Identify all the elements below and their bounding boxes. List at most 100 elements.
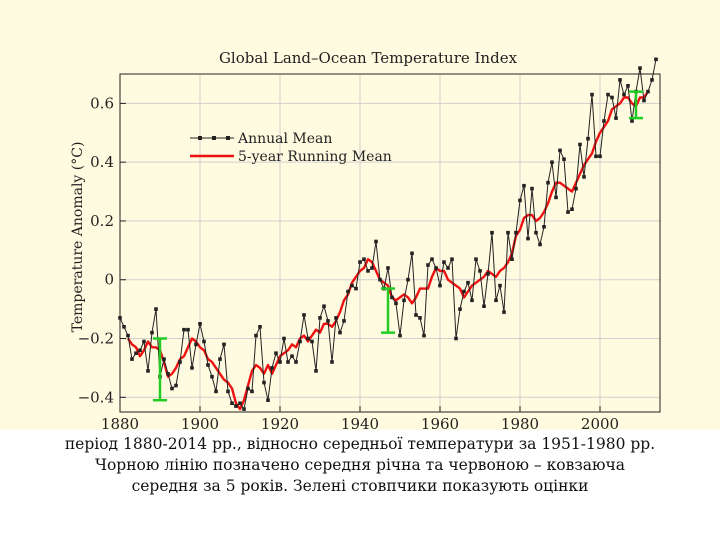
annual-mean-point (582, 175, 586, 179)
annual-mean-point (190, 366, 194, 370)
annual-mean-point (566, 210, 570, 214)
uncertainty-bar (629, 90, 643, 120)
annual-mean-point (494, 298, 498, 303)
annual-mean-point (218, 357, 222, 361)
annual-mean-point (610, 95, 614, 100)
annual-mean-point (278, 360, 282, 364)
annual-mean-point (230, 401, 234, 405)
annual-mean-point (498, 283, 502, 288)
annual-mean-point (518, 198, 522, 203)
annual-mean-point (638, 66, 642, 70)
annual-mean-point (622, 92, 626, 97)
annual-mean-point (442, 260, 446, 264)
annual-mean-point (330, 360, 334, 364)
annual-mean-point (550, 160, 554, 164)
annual-mean-point (562, 157, 566, 161)
annual-mean-point (410, 251, 414, 256)
annual-mean-point (166, 372, 170, 376)
annual-mean-point (614, 116, 618, 120)
annual-mean-point (470, 298, 474, 303)
annual-mean-point (154, 307, 158, 311)
annual-mean-point (222, 342, 226, 347)
annual-mean-point (338, 330, 342, 335)
annual-mean-point (570, 207, 574, 211)
x-tick-label: 1980 (501, 415, 539, 433)
annual-mean-point (174, 383, 178, 388)
annual-mean-point (162, 357, 166, 361)
legend-annual-marker-1 (198, 136, 202, 140)
annual-mean-point (618, 78, 622, 82)
annual-mean-point (366, 269, 370, 273)
annual-mean-point (282, 336, 286, 341)
annual-mean-point (258, 325, 262, 329)
annual-mean-point (654, 57, 658, 62)
annual-mean-point (394, 301, 398, 306)
annual-mean-point (502, 310, 506, 314)
annual-mean-point (178, 360, 182, 364)
annual-mean-point (302, 313, 306, 317)
annual-mean-point (146, 369, 150, 373)
uncertainty-bar (153, 337, 167, 402)
annual-mean-point (422, 333, 426, 338)
annual-mean-point (538, 242, 542, 247)
annual-mean-point (450, 257, 454, 261)
annual-mean-point (126, 333, 130, 338)
annual-mean-point (326, 319, 330, 323)
annual-mean-point (142, 339, 146, 344)
annual-mean-point (314, 369, 318, 373)
annual-mean-point (298, 339, 302, 344)
annual-mean-point (206, 363, 210, 367)
annual-mean-point (182, 327, 186, 332)
annual-mean-point (210, 374, 214, 379)
annual-mean-point (386, 266, 390, 270)
figure-caption: період 1880-2014 рр., відносно середньої… (64, 435, 656, 495)
annual-mean-point (262, 380, 266, 385)
legend-running-label: 5-year Running Mean (238, 149, 392, 165)
legend-annual-label: Annual Mean (237, 131, 332, 147)
annual-mean-point (626, 84, 630, 88)
annual-mean-point (646, 89, 650, 94)
annual-mean-point (482, 304, 486, 308)
annual-mean-point (370, 266, 374, 270)
annual-mean-point (406, 277, 410, 282)
y-tick-label: 0.2 (90, 212, 114, 230)
axis-ticks: 1880 1900 1920 1940 1960 1980 2000 −0.4 −0.2 0 0.2… (78, 94, 620, 433)
annual-mean-point (354, 286, 358, 291)
annual-mean-point (290, 354, 294, 358)
annual-mean-point (346, 289, 350, 294)
x-tick-label: 1920 (261, 415, 299, 433)
uncertainty-bar (381, 287, 395, 334)
annual-mean-point (186, 327, 190, 332)
annual-mean-point (454, 336, 458, 341)
annual-mean-point (130, 357, 134, 361)
annual-mean-point (522, 183, 526, 188)
annual-mean-point (590, 92, 594, 97)
annual-mean-point (270, 366, 274, 370)
x-tick-label: 1880 (101, 415, 139, 433)
legend-annual-marker-2 (212, 136, 216, 140)
annual-mean-point (542, 225, 546, 229)
y-tick-label: −0.4 (78, 388, 114, 406)
plot-frame (119, 73, 661, 413)
annual-mean-point (418, 316, 422, 320)
annual-mean-point (606, 92, 610, 97)
annual-mean-point (474, 257, 478, 261)
annual-mean-point (374, 239, 378, 244)
annual-mean-point (598, 154, 602, 159)
x-tick-label: 1940 (341, 415, 379, 433)
annual-mean-point (526, 236, 530, 241)
annual-mean-point (506, 230, 510, 235)
annual-mean-point (438, 283, 442, 288)
annual-mean-series (118, 57, 658, 411)
y-tick-label: 0.4 (90, 153, 114, 171)
x-tick-label: 1900 (181, 415, 219, 433)
annual-mean-point (434, 266, 438, 270)
annual-mean-point (134, 351, 138, 355)
annual-mean-point (574, 186, 578, 191)
annual-mean-point (286, 360, 290, 364)
annual-mean-point (358, 260, 362, 264)
annual-mean-point (414, 313, 418, 317)
annual-mean-point (514, 230, 518, 235)
annual-mean-point (378, 277, 382, 282)
